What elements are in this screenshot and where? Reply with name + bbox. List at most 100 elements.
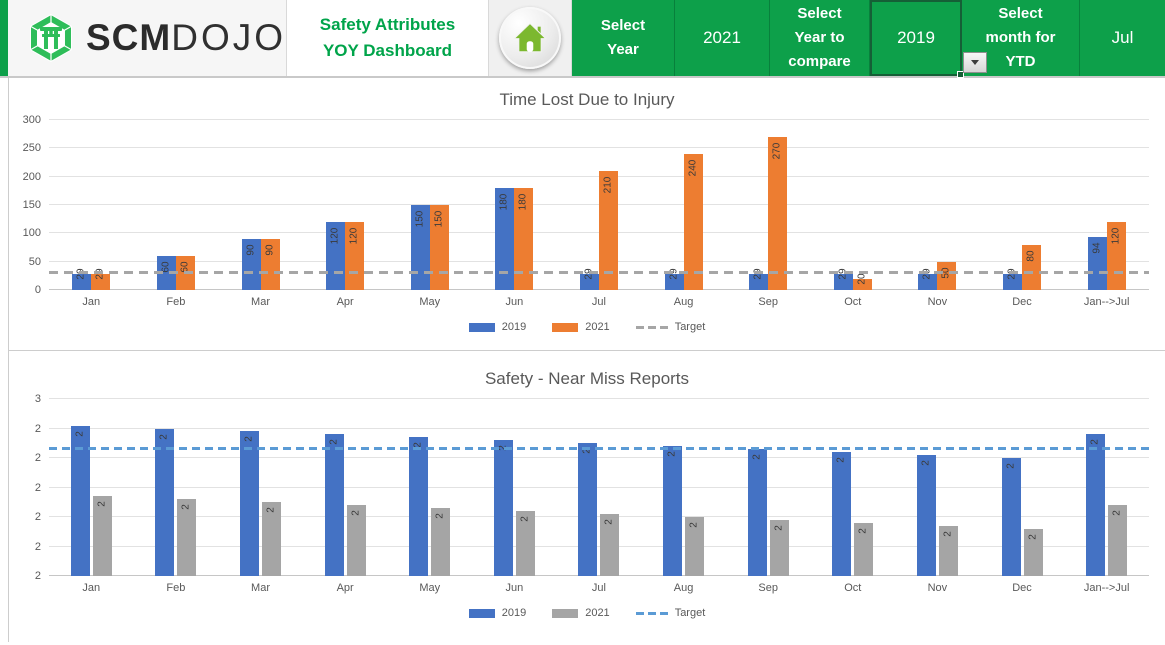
bar-data-label: 120	[1110, 227, 1122, 245]
y-axis-tick-label: 150	[22, 199, 41, 211]
bar-2021-Jan: 2	[92, 496, 112, 576]
bar-2019-Oct: 2	[832, 452, 852, 576]
home-icon	[513, 22, 547, 53]
y-axis-tick-label: 2	[34, 540, 41, 553]
bar-2019-Jan-->Jul: 2	[1086, 434, 1106, 576]
chevron-down-icon	[971, 60, 979, 65]
bar-data-label: 2	[751, 454, 763, 460]
x-axis-label: Jan	[82, 296, 101, 308]
category-group-Oct: 2920	[810, 120, 895, 290]
x-axis-label: Jan-->Jul	[1083, 296, 1130, 308]
x-axis-label: May	[419, 582, 441, 594]
category-group-Jan: 2929	[49, 120, 134, 290]
bar-data-label: 240	[687, 159, 699, 177]
bar-2019-Jan: 29	[72, 268, 92, 290]
bar-2021-Oct: 2	[854, 522, 874, 576]
bar-data-label: 2	[835, 457, 847, 463]
gridline	[49, 486, 1149, 488]
x-axis-label: Oct	[844, 582, 862, 594]
x-axis-label: Sep	[758, 296, 778, 308]
select-month-value[interactable]: Jul	[1111, 28, 1134, 47]
bar-2021-Jan-->Jul: 120	[1106, 222, 1126, 290]
header-left-border	[0, 0, 8, 76]
legend-label: Target	[674, 321, 706, 333]
legend-item-2019: 2019	[468, 607, 526, 619]
bar-2019-Apr: 120	[326, 222, 346, 290]
x-axis-label: Aug	[673, 582, 694, 594]
bar-2019-May: 150	[410, 205, 430, 290]
y-axis: 0 50 100 150 200 250 300	[13, 114, 41, 296]
bar-data-label: 80	[1025, 250, 1037, 262]
bar-2021-Jan: 29	[91, 268, 111, 290]
gridline	[49, 119, 1149, 120]
bar-2021-Feb: 2	[177, 499, 197, 576]
category-group-Mar: 90 90	[218, 120, 303, 290]
select-month-label: Select month for YTD	[962, 0, 1080, 76]
home-button[interactable]	[499, 7, 561, 69]
bar-2019-Dec: 2	[1001, 458, 1021, 576]
y-axis-tick-label: 0	[34, 284, 41, 296]
x-axis-label: Nov	[927, 582, 948, 594]
category-group-Aug: 29 240	[641, 120, 726, 290]
bar-2021-Mar: 90	[260, 239, 280, 290]
x-axis-label: Oct	[844, 296, 862, 308]
legend-item-2019: 2019	[468, 321, 527, 333]
bar-2019-Jun: 2	[493, 440, 513, 576]
chart-time-lost-due-to-injury: Time Lost Due to Injury 0 50 100 150 200 250 3…	[9, 78, 1165, 351]
bar-2019-Feb: 2	[155, 428, 175, 576]
dropdown-arrow-button[interactable]	[963, 52, 987, 73]
cell-fill-handle[interactable]	[957, 71, 964, 78]
bar-2021-May: 2	[431, 508, 451, 576]
gridline	[49, 545, 1149, 547]
bar-2021-Apr: 120	[345, 222, 365, 290]
select-compare-value[interactable]: 2019	[870, 0, 987, 78]
x-axis: Jan Feb Mar Apr May Jun Jul Aug Sep Oct Nov Dec Jan-…	[49, 582, 1149, 594]
legend-swatch	[552, 608, 579, 618]
legend-swatch	[552, 322, 579, 332]
y-axis-tick-label: 250	[22, 142, 41, 155]
bar-data-label: 2	[265, 507, 277, 514]
legend-label: 2019	[501, 321, 527, 333]
bar-data-label: 90	[245, 244, 257, 256]
bar-data-label: 210	[602, 176, 614, 194]
scmdojo-logo: SCM DOJO	[8, 0, 287, 76]
chart-title: Time Lost Due to Injury	[499, 90, 675, 109]
x-axis-label: Jan	[82, 582, 101, 594]
x-axis-label: Mar	[251, 296, 270, 308]
legend-item-target: Target	[635, 321, 706, 333]
legend-item-2021: 2021	[552, 607, 610, 619]
category-group-Jun: 22	[472, 399, 557, 576]
x-axis-label: Jun	[505, 582, 524, 594]
select-year-value[interactable]: 2021	[675, 0, 770, 76]
bar-data-label: 94	[1091, 242, 1103, 254]
bar-2021-Dec: 80	[1022, 244, 1041, 290]
chart-legend: 2019 2021 Target	[9, 607, 1165, 619]
bar-data-label: 2	[1027, 534, 1038, 540]
x-axis-label: Jul	[591, 582, 606, 594]
x-axis-label: Apr	[336, 582, 354, 594]
legend-label: 2021	[585, 321, 610, 333]
bars-container: 2929606090901201201501501801802921029240…	[49, 120, 1149, 290]
logo-text-scm: SCM	[85, 17, 172, 58]
gridline	[49, 147, 1149, 149]
y-axis-tick-label: 50	[28, 255, 41, 268]
bar-2019-Jan-->Jul: 94	[1087, 236, 1107, 290]
y-axis-tick-label: 300	[22, 114, 41, 126]
bar-2021-Sep: 270	[768, 137, 788, 290]
dashboard-title-line2: YOY Dashboard	[322, 41, 453, 60]
x-axis-label: Dec	[1012, 296, 1032, 308]
bar-2021-Oct: 20	[852, 273, 872, 290]
bar-2019-Sep: 2	[747, 449, 767, 576]
y-axis-tick-label: 200	[22, 170, 41, 183]
bar-2019-Mar: 90	[241, 239, 261, 290]
category-group-Jul: 29 210	[557, 120, 642, 290]
